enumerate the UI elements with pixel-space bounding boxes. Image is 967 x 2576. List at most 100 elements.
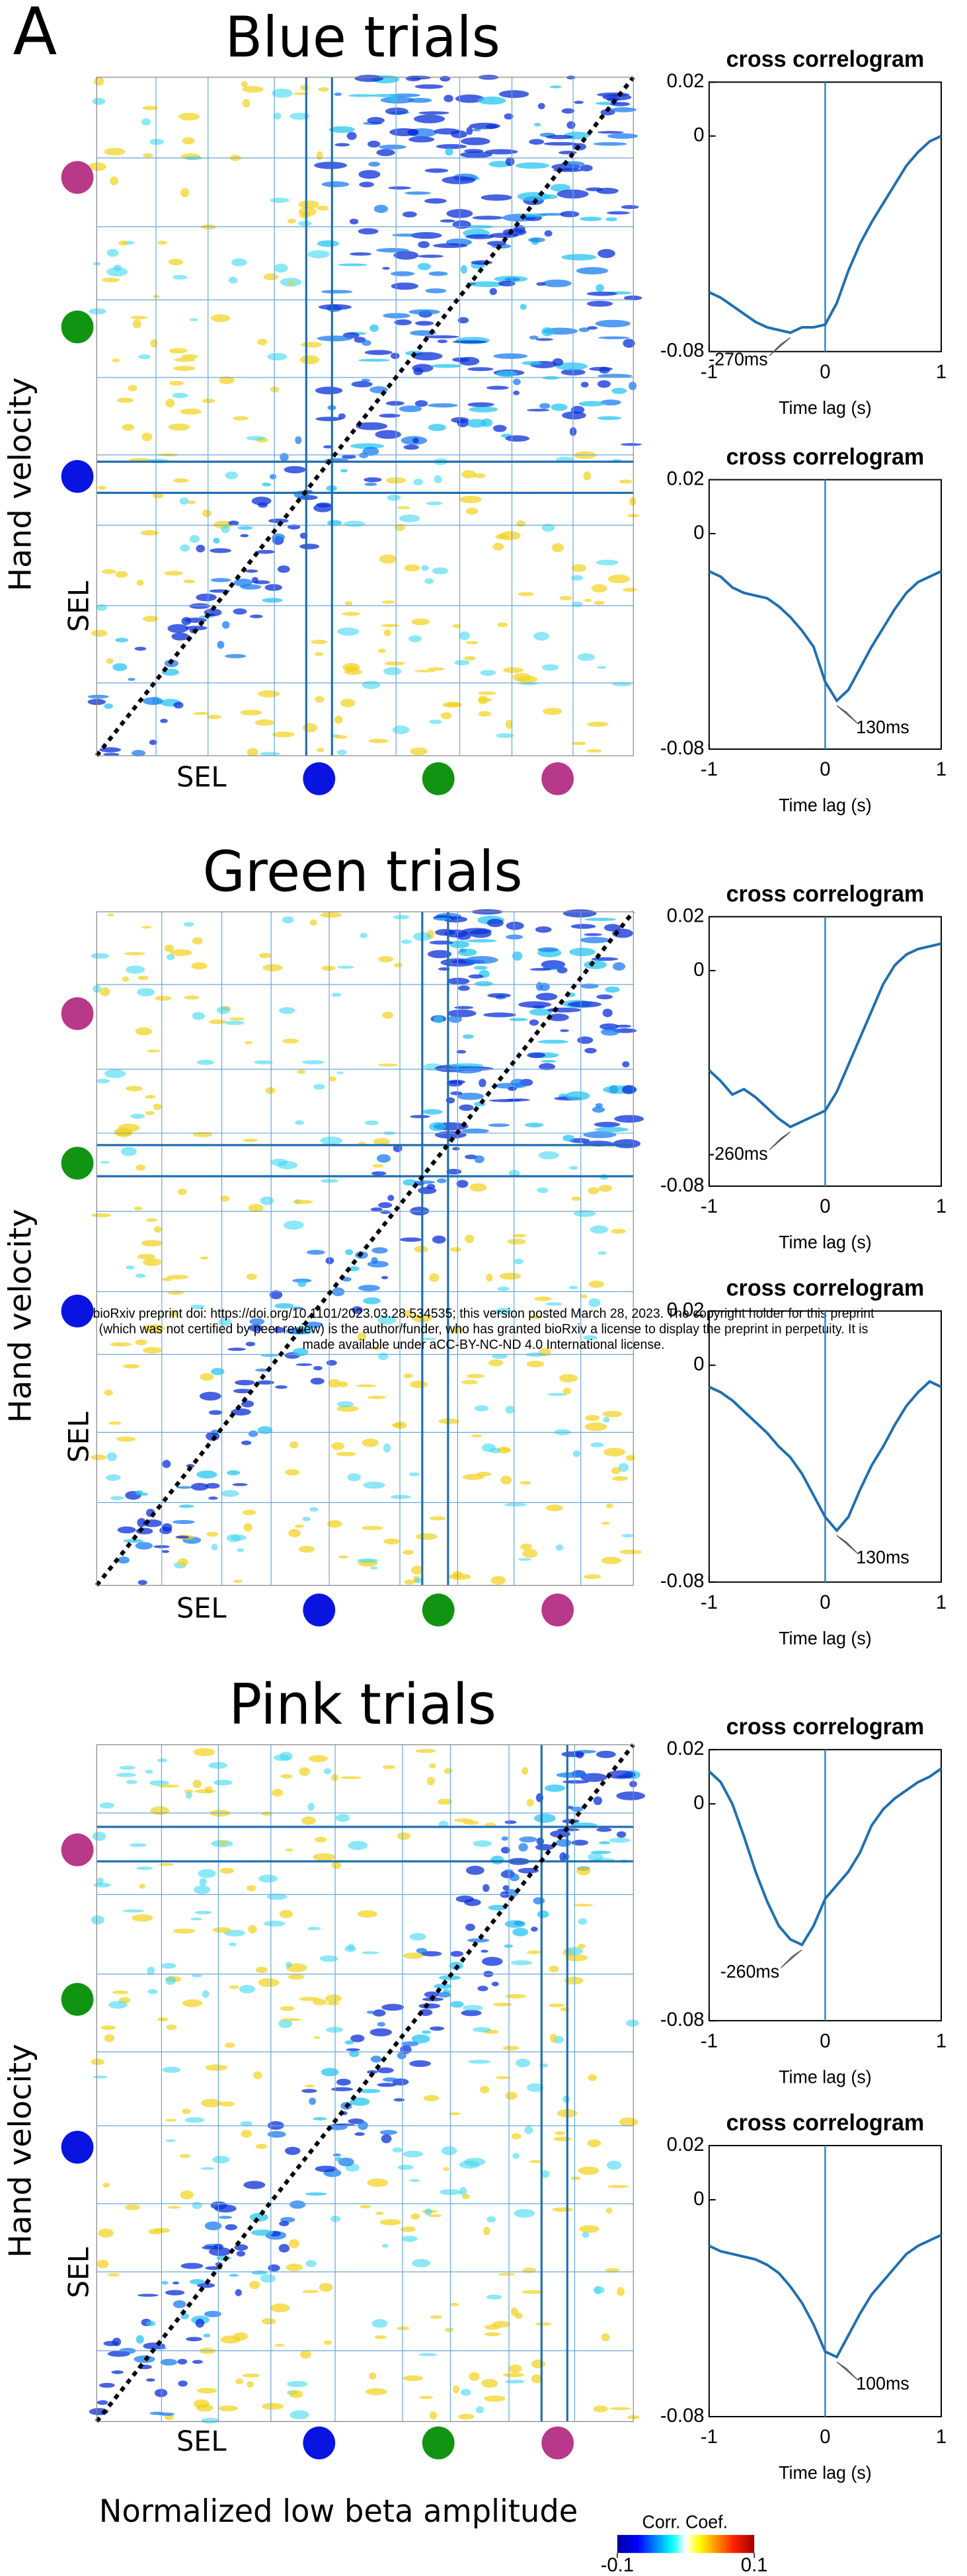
- heatmap-blob: [239, 1984, 255, 1993]
- heatmap-blob: [444, 1768, 453, 1775]
- heatmap-blob: [116, 1773, 136, 1777]
- heatmap-blob: [609, 1837, 631, 1843]
- heatmap-blob: [442, 176, 476, 184]
- heatmap-blob: [321, 290, 353, 294]
- heatmap-blob: [522, 1767, 529, 1775]
- x-tick-label: 1: [936, 1195, 947, 1217]
- heatmap-blob: [228, 276, 238, 284]
- heatmap-blob: [363, 1297, 381, 1305]
- heatmap-blob: [387, 1195, 395, 1201]
- heatmap-blob: [616, 1791, 645, 1800]
- heatmap-blob: [211, 1543, 218, 1551]
- heatmap-blob: [350, 443, 385, 449]
- heatmap-blob: [456, 1049, 467, 1054]
- heatmap-blob: [533, 122, 541, 127]
- heatmap-blob: [561, 254, 597, 261]
- heatmap-blob: [415, 1533, 438, 1540]
- heatmap-blob: [319, 1955, 338, 1962]
- heatmap-blob: [104, 703, 113, 709]
- event-marker: [541, 1593, 574, 1627]
- heatmap-blob: [424, 1991, 440, 1998]
- heatmap-blob: [235, 2289, 242, 2296]
- heatmap-blob: [502, 2372, 525, 2378]
- heatmap-blob: [606, 2160, 622, 2170]
- heatmap-blob: [242, 99, 251, 108]
- heatmap-blob: [345, 666, 359, 672]
- x-axis-label: Time lag (s): [779, 1232, 872, 1252]
- heatmap-blob: [313, 1365, 323, 1371]
- heatmap-blob: [505, 1406, 515, 1414]
- heatmap-blob: [97, 1877, 104, 1886]
- heatmap-blob: [304, 1321, 323, 1328]
- heatmap-blob: [594, 1127, 629, 1133]
- heatmap-blob: [442, 702, 463, 708]
- heatmap-blob: [580, 164, 593, 172]
- heatmap-blob: [371, 1171, 387, 1176]
- heatmap-blob: [165, 2139, 176, 2142]
- heatmap-blob: [290, 112, 310, 120]
- heatmap-blob: [224, 2042, 235, 2048]
- heatmap-blob: [412, 2259, 431, 2268]
- heatmap-blob: [118, 1123, 140, 1133]
- heatmap-blob: [450, 1327, 463, 1333]
- heatmap-blob: [132, 750, 145, 756]
- x-tick-label: -1: [701, 758, 718, 780]
- heatmap-blob: [392, 2147, 403, 2153]
- heatmap-blob: [393, 2098, 405, 2102]
- heatmap-blob: [233, 416, 249, 421]
- heatmap-blob: [280, 453, 289, 462]
- x-tick-label: -1: [701, 361, 718, 383]
- heatmap-blob: [411, 618, 430, 625]
- heatmap-blob: [615, 1024, 632, 1028]
- heatmap-blob: [473, 965, 488, 970]
- heatmap-blob: [516, 520, 526, 527]
- heatmap-blob: [375, 2212, 384, 2215]
- heatmap-blob: [200, 1256, 209, 1260]
- heatmap-blob: [368, 2372, 377, 2380]
- heatmap-blob: [208, 2247, 231, 2257]
- heatmap-blob: [284, 465, 306, 473]
- heatmap-blob: [143, 1347, 163, 1354]
- heatmap-blob: [347, 1473, 361, 1482]
- heatmap-blob: [115, 637, 129, 643]
- heatmap-blob: [533, 631, 549, 641]
- heatmap-blob: [496, 733, 514, 739]
- heatmap-blob: [206, 715, 221, 719]
- heatmap-blob: [545, 135, 574, 140]
- heatmap-blob: [170, 949, 192, 956]
- heatmap-blob: [267, 2130, 286, 2138]
- heatmap-blob: [542, 279, 572, 288]
- heatmap-blob: [241, 81, 248, 88]
- heatmap-blob: [414, 1578, 423, 1584]
- y-tick-label: -0.08: [660, 1174, 705, 1196]
- heatmap-blob: [344, 2040, 354, 2045]
- heatmap-blob: [235, 1379, 255, 1386]
- heatmap-blob: [305, 2192, 327, 2196]
- heatmap-blob: [449, 1951, 464, 1957]
- heatmap-blob: [274, 263, 288, 273]
- heatmap-blob: [327, 2001, 340, 2005]
- heatmap-blob: [492, 543, 504, 551]
- heatmap-blob: [376, 1154, 391, 1163]
- heatmap-blob: [397, 2326, 410, 2331]
- heatmap-blob: [403, 2375, 424, 2382]
- heatmap-blob: [334, 735, 348, 739]
- heatmap-blob: [228, 1942, 237, 1947]
- heatmap-blob: [377, 955, 394, 963]
- heatmap-blob: [520, 303, 527, 310]
- heatmap-blob: [360, 932, 368, 938]
- annotation: -260ms: [720, 1961, 779, 1982]
- chart-title: cross correlogram: [726, 47, 925, 72]
- heatmap-blob: [457, 317, 469, 324]
- heatmap-blob: [350, 2034, 365, 2042]
- heatmap-blob: [106, 658, 114, 664]
- heatmap-blob: [477, 1986, 488, 1992]
- heatmap-blob: [348, 1266, 360, 1271]
- heatmap-blob: [571, 564, 587, 572]
- heatmap-blob: [173, 702, 184, 709]
- heatmap-blob: [363, 1481, 385, 1489]
- heatmap-blob: [473, 1840, 492, 1847]
- heatmap-blob: [403, 1179, 417, 1186]
- heatmap-blob: [594, 600, 605, 605]
- heatmap-blob: [569, 1166, 578, 1170]
